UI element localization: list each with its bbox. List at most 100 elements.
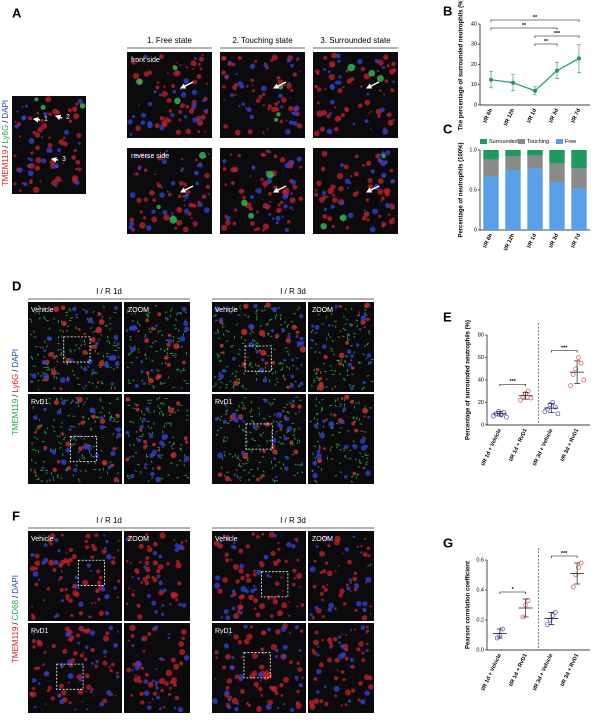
cell <box>250 221 255 226</box>
cell <box>148 701 151 704</box>
cell <box>43 599 46 602</box>
significance-label: * <box>512 587 515 593</box>
cell <box>56 460 61 464</box>
micrograph <box>12 96 86 194</box>
nucleus <box>347 187 350 190</box>
cell <box>327 544 331 548</box>
significance-bracket <box>551 350 578 353</box>
cell <box>324 418 328 422</box>
texture <box>282 375 285 378</box>
nucleus <box>219 540 223 543</box>
cell <box>31 615 36 620</box>
texture <box>251 365 254 369</box>
cell <box>152 198 156 202</box>
texture <box>74 344 78 347</box>
cell <box>146 544 150 548</box>
cell <box>321 615 325 619</box>
nucleus <box>333 685 340 692</box>
texture <box>172 386 175 389</box>
neutrophil <box>381 153 386 159</box>
nucleus <box>360 551 363 554</box>
texture <box>128 379 130 382</box>
nucleus <box>159 125 165 131</box>
texture <box>37 305 40 308</box>
cell <box>357 313 361 317</box>
cell <box>268 531 275 538</box>
arrow-label: 1 <box>44 116 48 123</box>
cell <box>147 70 153 76</box>
nucleus <box>113 643 118 648</box>
nucleus <box>344 178 350 184</box>
texture <box>85 435 89 438</box>
cell <box>168 407 175 414</box>
nucleus <box>170 444 173 448</box>
nucleus <box>181 306 187 312</box>
cell <box>296 689 300 694</box>
texture <box>339 405 342 408</box>
texture <box>108 317 111 320</box>
texture <box>235 371 238 373</box>
texture <box>35 449 38 452</box>
cell <box>256 477 260 482</box>
cell <box>230 181 235 186</box>
texture <box>38 311 40 315</box>
cell <box>39 180 42 183</box>
cell <box>71 553 77 560</box>
nucleus <box>198 163 203 168</box>
cell <box>53 306 60 312</box>
cell <box>341 633 343 635</box>
texture <box>294 380 297 383</box>
texture <box>337 444 341 446</box>
texture <box>60 351 63 355</box>
nucleus <box>75 313 78 316</box>
cell <box>279 200 284 205</box>
nucleus <box>183 115 188 119</box>
cell <box>387 213 391 216</box>
cell <box>279 427 283 431</box>
nucleus <box>205 108 209 112</box>
nucleus <box>360 625 366 630</box>
nucleus <box>294 675 299 680</box>
cell <box>364 99 371 106</box>
cell <box>360 66 366 72</box>
nucleus <box>54 184 58 188</box>
cell <box>340 113 345 118</box>
cell <box>267 104 272 109</box>
texture <box>366 342 369 346</box>
cell <box>321 151 328 157</box>
texture <box>284 320 286 324</box>
nucleus <box>108 625 114 631</box>
texture <box>104 426 107 429</box>
cell <box>48 559 55 566</box>
cell <box>80 420 85 425</box>
nucleus <box>323 207 328 211</box>
nucleus <box>31 678 37 683</box>
cell <box>205 184 210 189</box>
cell <box>327 657 333 663</box>
significance-bracket <box>551 555 578 558</box>
nucleus <box>357 458 361 462</box>
cell <box>32 130 37 135</box>
data-point <box>568 383 574 389</box>
cell <box>328 641 333 646</box>
texture <box>263 335 266 338</box>
cell <box>313 677 318 681</box>
cell <box>170 452 177 459</box>
cell <box>238 594 244 600</box>
y-tick-label: 60 <box>478 355 484 361</box>
texture <box>322 425 325 428</box>
cell <box>324 701 329 707</box>
texture <box>353 335 356 338</box>
texture <box>68 308 71 310</box>
cell <box>296 558 300 562</box>
cell <box>62 648 68 654</box>
cell <box>324 88 327 91</box>
texture <box>236 409 239 412</box>
cell <box>173 539 176 542</box>
nucleus <box>151 600 157 606</box>
texture <box>331 324 334 327</box>
texture <box>53 419 56 422</box>
cell <box>75 651 77 654</box>
nucleus <box>116 674 120 679</box>
